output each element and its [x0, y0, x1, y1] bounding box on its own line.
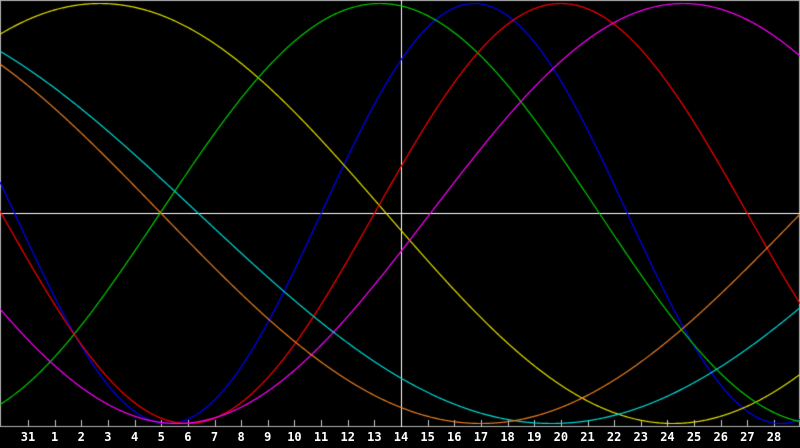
x-axis-label: 27 — [740, 430, 755, 444]
x-axis-label: 10 — [287, 430, 302, 444]
x-axis-label: 18 — [500, 430, 515, 444]
x-axis-label: 12 — [340, 430, 355, 444]
x-axis-label: 9 — [264, 430, 272, 444]
x-axis-label: 5 — [157, 430, 165, 444]
x-axis-label: 20 — [553, 430, 569, 444]
x-axis-label: 15 — [420, 430, 435, 444]
x-axis-label: 22 — [606, 430, 622, 444]
x-axis-label: 26 — [713, 430, 728, 444]
x-axis-label: 6 — [184, 430, 192, 444]
x-axis-label: 28 — [766, 430, 782, 444]
x-axis-label: 25 — [686, 430, 702, 444]
x-axis-label: 24 — [660, 430, 675, 444]
x-axis-label: 1 — [51, 430, 59, 444]
x-axis-label: 19 — [526, 430, 542, 444]
x-axis-label: 7 — [210, 430, 219, 444]
x-axis-label: 14 — [393, 430, 409, 444]
x-axis-label: 2 — [77, 430, 85, 444]
x-axis-label: 21 — [580, 430, 595, 444]
x-axis-label: 13 — [367, 430, 382, 444]
x-axis-label: 23 — [633, 430, 649, 444]
x-axis-label: 4 — [130, 430, 139, 444]
x-axis-label: 3 — [104, 430, 112, 444]
x-axis-label: 11 — [313, 430, 329, 444]
x-axis-label: 31 — [20, 430, 36, 444]
x-axis-label: 17 — [473, 430, 489, 444]
x-axis-label: 8 — [237, 430, 245, 444]
x-axis-label: 16 — [447, 430, 462, 444]
